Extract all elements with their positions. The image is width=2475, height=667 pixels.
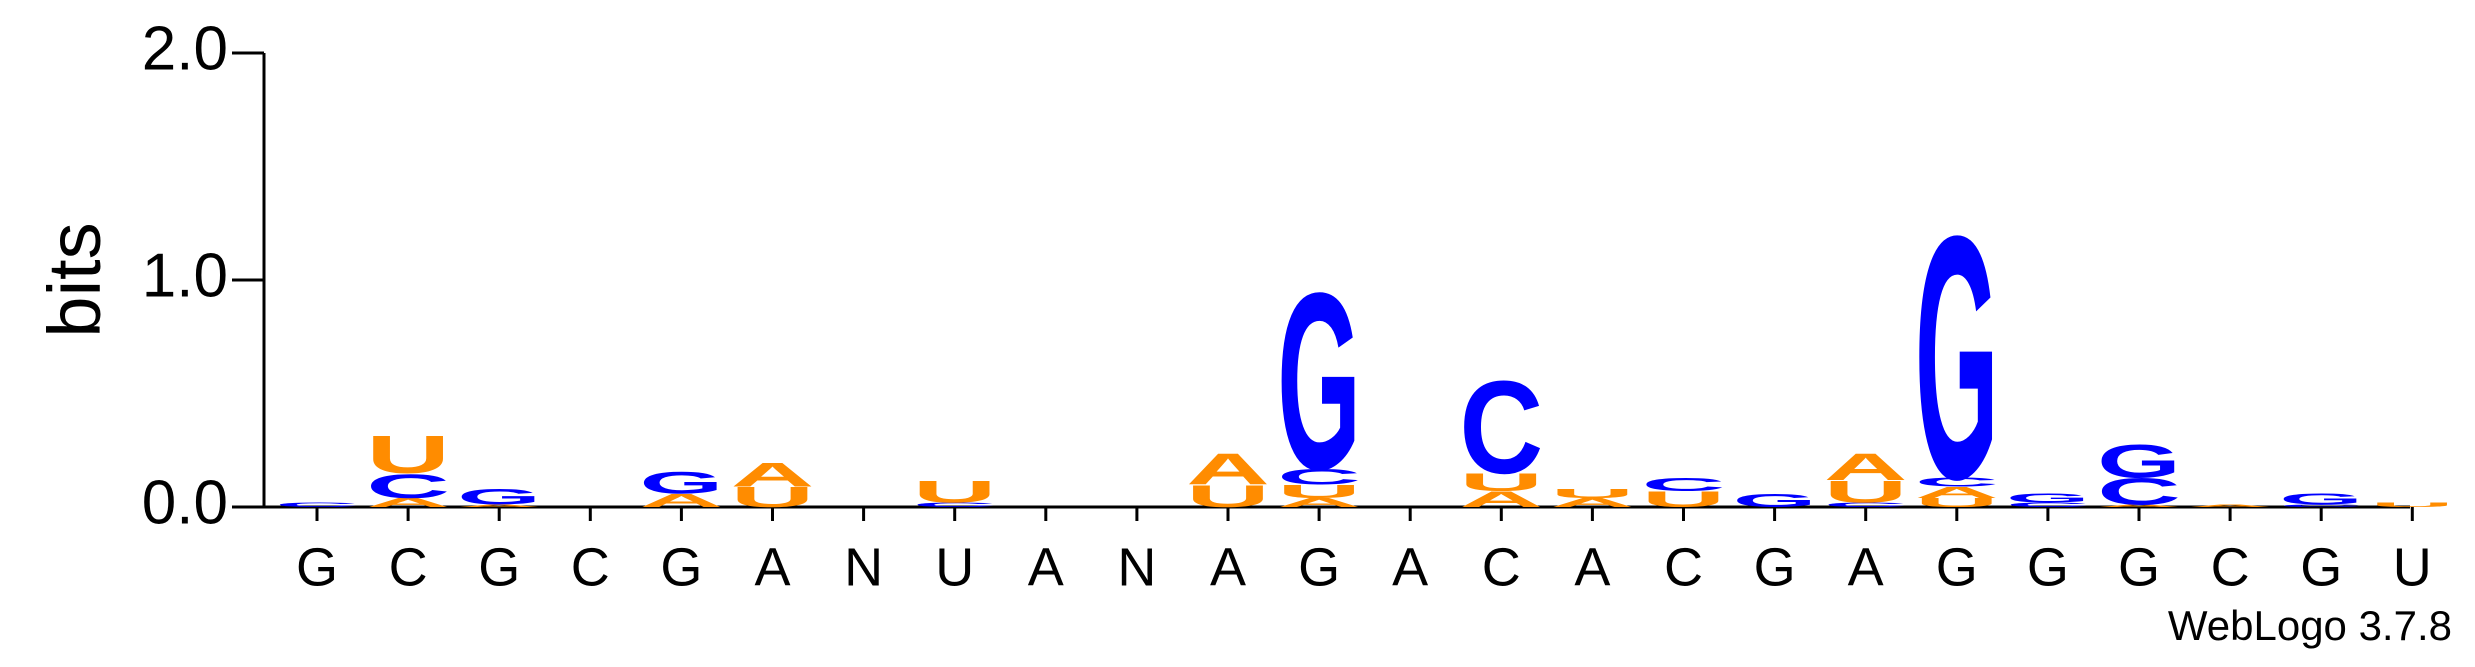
x-tick-label: C [1664,537,1703,597]
y-tick-label: 2.0 [142,14,228,83]
x-tick-label: G [660,537,702,597]
logo-letter: G [1277,240,1361,523]
logo-letter: C [2279,504,2363,508]
x-tick-label: C [2211,537,2250,597]
logo-letter: U [913,474,997,509]
logo-letter: G [2279,491,2363,509]
logo-letter: U [1459,469,1543,497]
x-tick-label: C [571,537,610,597]
logo-letter: U [2370,501,2454,508]
logo-letter: G [1915,165,1999,552]
logo-letter: A [1186,445,1270,494]
logo-letter: U [1277,481,1361,502]
x-tick-label: C [389,537,428,597]
x-tick-label: G [1754,537,1796,597]
logo-letter: C [2097,471,2181,513]
x-tick-label: N [844,537,883,597]
y-axis-label: bits [33,222,116,337]
x-tick-label: A [1848,537,1884,597]
logo-letter: A [731,455,815,494]
x-tick-label: U [935,537,974,597]
logo-letter: A [1550,496,1634,510]
y-tick-label: 1.0 [142,241,228,310]
x-tick-label: G [1936,537,1978,597]
logo-letter: G [639,465,723,500]
logo-letter: U [1915,496,1999,510]
logo-letter: A [2097,504,2181,508]
logo-letter: C [1642,474,1726,495]
x-tick-label: A [1392,537,1428,597]
x-tick-label: G [296,537,338,597]
x-tick-label: G [2300,537,2342,597]
logo-letter: U [1642,487,1726,512]
logo-letter: C [1277,464,1361,489]
logo-letter: C [1915,475,1999,489]
logo-letter: G [2006,491,2090,505]
x-tick-label: A [754,537,790,597]
y-tick-label: 0.0 [142,468,228,537]
logo-letter: U [1550,487,1634,501]
logo-letter: A [1824,446,1908,488]
logo-letter: G [1733,490,1817,511]
logo-letter: A [366,496,450,510]
footer: WebLogo 3.7.8 [2168,602,2452,649]
x-tick-label: C [1482,537,1521,597]
logo-letter: U [731,481,815,513]
logo-letter: C [366,466,450,505]
x-tick-label: A [1028,537,1064,597]
logo-letter: G [457,485,541,510]
x-tick-label: A [1210,537,1246,597]
logo-letter: C [275,501,359,508]
logo-letter: U [366,424,450,484]
logo-letter: A [457,504,541,508]
logo-letter: C [913,501,997,508]
logo-letter: U [1186,479,1270,514]
x-tick-label: G [478,537,520,597]
logo-letter: C [1459,353,1543,501]
logo-letter: C [2006,501,2090,508]
logo-letter: G [2097,435,2181,488]
x-tick-label: G [2027,537,2069,597]
logo-letter: U [1824,474,1908,509]
x-tick-label: A [1574,537,1610,597]
logo-letter: A [639,490,723,511]
x-tick-label: N [1117,537,1156,597]
x-tick-label: G [2118,537,2160,597]
logo-letter: A [1915,484,1999,502]
logo-letter: A [2188,504,2272,508]
x-tick-label: U [2393,537,2432,597]
logo-letter: A [1459,487,1543,512]
x-tick-label: G [1298,537,1340,597]
logo-letter: A [1277,496,1361,510]
logo-letter: C [1824,501,1908,508]
